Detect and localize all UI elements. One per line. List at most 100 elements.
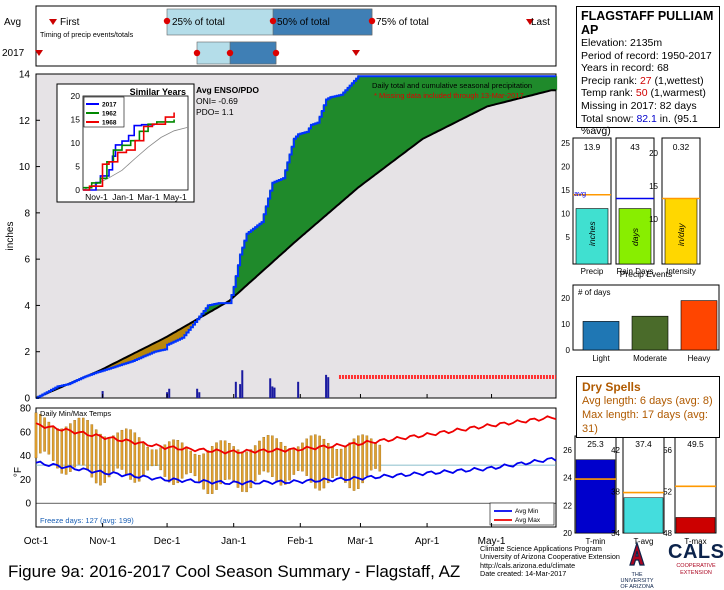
daily-temp-bar [365,435,369,476]
daily-temp-bar [253,445,257,482]
daily-temp-bar [64,426,68,475]
snow-value: 82.1 [636,112,657,125]
daily-temp-bar [262,437,266,472]
daily-temp-bar [292,448,296,475]
temp-panel-tick-label: 48 [663,529,672,538]
days-y-tick-label: 20 [561,294,570,303]
event-bar-unit: days [630,227,640,246]
daily-temp-bar [107,437,111,478]
credit-line-1: Climate Science Applications Program [480,544,602,553]
missing-data-annotation: * Missing data included through 13-Mar-2… [374,91,524,100]
daily-temp-bar [288,448,291,481]
daily-temp-bar [159,447,162,471]
dry-spells-box: Dry Spells Avg length: 6 days (avg: 8) M… [576,376,720,438]
inset-y-tick-label: 20 [71,91,81,101]
enso-pdo: PDO= 1.1 [196,107,234,117]
event-y-tick-label: 25 [561,139,570,148]
timing-avg-last-marker [526,19,534,25]
precip-rank-value: 27 [639,74,652,87]
timing-title: Timing of precip events/totals [40,30,134,39]
dry-spells-avg: Avg length: 6 days (avg: 8) [582,395,713,407]
daily-temp-bar [124,428,128,475]
credits: Climate Science Applications Program Uni… [480,544,620,579]
x-axis-tick-label: Feb-1 [287,536,314,547]
daily-temp-bar [198,454,201,483]
daily-temp-bar [357,435,360,489]
daily-temp-bar [116,432,119,469]
days-y-tick-label: 10 [561,320,570,329]
temp-chart-title: Daily Min/Max Temps [40,409,111,418]
station-years: Years in record: 68 [581,62,669,75]
temp-panel-tick-label: 26 [563,446,572,455]
daily-precip-bar [327,377,330,398]
inset-x-tick-label: Nov-1 [85,192,108,202]
daily-temp-bar [51,425,55,461]
station-elevation: Elevation: 2135m [581,37,663,49]
daily-temp-bar [206,450,210,494]
x-axis-tick-label: Nov-1 [89,536,116,547]
daily-temp-bar [202,453,205,490]
daily-temp-bar [309,435,313,483]
daily-temp-bar [112,435,115,472]
precip-y-tick-label: 2 [24,347,30,358]
precip-y-tick-label: 8 [24,208,30,219]
temp-y-tick-label: 60 [20,427,32,438]
daily-temp-bar [361,434,364,484]
temp-panel-tick-label: 52 [663,488,672,497]
timing-2017-last-marker [352,50,360,56]
precip-y-tick-label: 0 [24,394,30,405]
daily-temp-bar [275,438,278,483]
timing-avg-25-dot [163,17,171,25]
daily-precip-bar [241,370,244,398]
daily-temp-bar [344,446,347,483]
temp-panel-bar [623,497,664,534]
daily-temp-bar [47,421,51,455]
event-bar-unit: in/day [676,223,686,246]
event-bar [618,208,652,265]
event-y-tick-label: 20 [561,163,570,172]
precip-annotation: Daily total and cumulative seasonal prec… [372,81,532,90]
daily-temp-bar [163,444,167,477]
daily-precip-bar [239,384,242,398]
precip-y-tick-label: 4 [24,301,30,312]
precip-rank: Precip rank: 27 (1,wettest) [581,74,704,87]
daily-temp-bar [335,449,339,476]
daily-temp-bar [142,442,145,477]
daily-precip-bar [271,386,274,398]
daily-precip-bar [196,388,199,398]
daily-temp-bar [86,420,89,471]
daily-temp-bar [223,440,227,480]
timing-2017-25-dot [193,49,201,57]
ua-name: THE UNIVERSITY OF ARIZONA [620,572,654,590]
daily-temp-bar [232,446,235,483]
inset-y-tick-label: 0 [75,185,80,195]
inset-x-tick-label: Jan-1 [112,192,134,202]
daily-temp-bar [172,439,175,485]
daily-temp-bar [77,417,81,465]
daily-temp-bar [90,424,94,478]
daily-temp-bar [284,445,287,485]
temp-legend-max-label: Avg Max [515,517,541,524]
timing-avg-first-marker [49,19,57,25]
timing-25-label: 25% of total [172,17,225,28]
precip-y-tick-label: 14 [19,70,31,81]
event-y-tick-label: 15 [649,182,658,191]
daily-temp-bar [326,443,330,484]
enso-oni: ONI= -0.69 [196,96,238,106]
temp-panel-value: 37.4 [635,439,652,449]
missing-days: Missing in 2017: 82 days [581,99,697,112]
daily-temp-bar [279,442,283,486]
daily-precip-bar [234,381,237,398]
daily-temp-bar [82,417,85,466]
daily-temp-bar [348,442,351,489]
timing-row-2017-label: 2017 [2,48,25,59]
temp-y-tick-label: 40 [20,451,32,462]
temp-panel-tick-label: 20 [563,529,572,538]
credit-line-2: University of Arizona Cooperative Extens… [480,552,620,562]
precip-average-line [35,89,556,399]
daily-temp-bar [271,435,274,477]
snow-percent: %avg) [581,125,611,138]
daily-temp-bar [129,429,132,480]
temp-panel-bar [575,459,616,534]
avg-min-temp-line [35,456,557,486]
